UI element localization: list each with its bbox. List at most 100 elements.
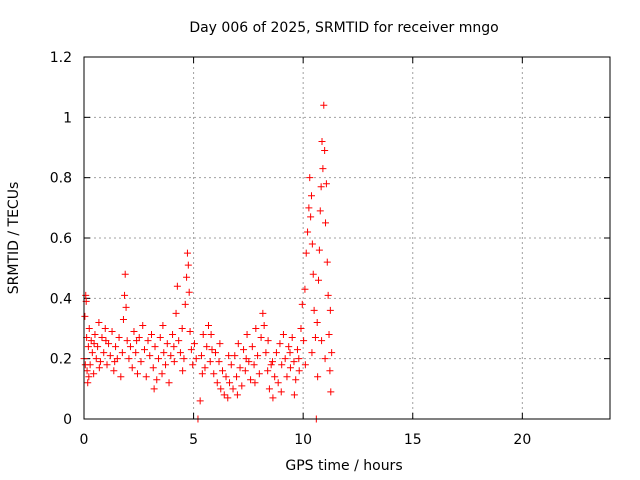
data-point (320, 101, 328, 109)
data-point (126, 343, 134, 351)
data-point (192, 355, 200, 363)
data-point (286, 364, 294, 372)
data-point (156, 334, 164, 342)
data-point (238, 382, 246, 390)
data-point (248, 343, 256, 351)
data-point (240, 346, 248, 354)
data-point (146, 352, 154, 360)
data-point (231, 352, 239, 360)
data-point (170, 343, 178, 351)
data-point (183, 273, 191, 281)
data-point (251, 379, 259, 387)
data-point (272, 349, 280, 357)
data-point (317, 183, 325, 191)
data-point (137, 358, 145, 366)
data-point (301, 361, 309, 369)
data-point (262, 349, 270, 357)
data-point (234, 340, 242, 348)
data-point (94, 343, 102, 351)
data-point (318, 137, 326, 145)
data-point (102, 337, 110, 345)
data-point (265, 385, 273, 393)
data-point (290, 358, 298, 366)
data-points (80, 101, 336, 423)
data-point (321, 355, 329, 363)
data-point (92, 355, 100, 363)
data-point (236, 364, 244, 372)
data-point (186, 328, 194, 336)
data-point (255, 370, 263, 378)
data-point (264, 337, 272, 345)
data-point (264, 367, 272, 375)
chart-title: Day 006 of 2025, SRMTID for receiver mng… (189, 20, 498, 36)
data-point (207, 331, 215, 339)
data-point (306, 174, 314, 182)
data-point (91, 331, 99, 339)
data-point (198, 370, 206, 378)
data-point (222, 373, 230, 381)
data-point (281, 355, 289, 363)
data-point (190, 340, 198, 348)
data-point (199, 331, 207, 339)
tick-labels: 0 0.2 0.4 0.6 0.8 1 1.2 0 5 10 15 20 (50, 50, 532, 448)
data-point (163, 340, 171, 348)
data-point (292, 376, 300, 384)
data-point (319, 165, 327, 173)
data-point (84, 343, 92, 351)
data-point (271, 373, 279, 381)
data-point (88, 349, 96, 357)
data-point (172, 309, 180, 317)
data-point (173, 282, 181, 290)
data-point (111, 358, 119, 366)
data-point (130, 328, 138, 336)
data-point (197, 352, 205, 360)
data-point (100, 349, 108, 357)
data-point (95, 318, 103, 326)
data-point (133, 370, 141, 378)
data-point (98, 334, 106, 342)
data-point (119, 315, 127, 323)
y-tick-label: 0.2 (50, 352, 72, 368)
data-point (301, 285, 309, 293)
data-point (153, 376, 161, 384)
data-point (250, 361, 258, 369)
data-point (189, 361, 197, 369)
data-point (169, 331, 177, 339)
data-point (325, 331, 333, 339)
data-point (155, 355, 163, 363)
data-point (307, 213, 315, 221)
data-point (170, 358, 178, 366)
data-point (233, 373, 241, 381)
data-point (219, 367, 227, 375)
data-point (241, 367, 249, 375)
data-point (309, 270, 317, 278)
data-point (187, 346, 195, 354)
data-point (96, 358, 104, 366)
data-point (326, 306, 334, 314)
y-tick-label: 0.6 (50, 231, 72, 247)
data-point (297, 325, 305, 332)
data-point (300, 337, 308, 345)
data-point (106, 352, 114, 360)
data-point (121, 291, 129, 299)
data-point (225, 352, 233, 360)
data-point (132, 349, 140, 357)
data-point (179, 367, 187, 375)
data-point (274, 379, 282, 387)
data-point (196, 397, 204, 405)
x-tick-label: 15 (404, 432, 422, 448)
data-point (217, 385, 225, 393)
data-point (112, 343, 120, 351)
data-point (233, 391, 241, 399)
data-point (326, 367, 334, 375)
data-point (101, 325, 109, 332)
data-point (185, 288, 193, 296)
data-point (82, 291, 90, 299)
data-point (242, 355, 250, 363)
y-tick-label: 0 (63, 412, 72, 428)
data-point (302, 249, 310, 257)
y-axis-label: SRMTID / TECUs (6, 182, 22, 295)
data-point (85, 325, 93, 332)
x-tick-label: 0 (80, 432, 89, 448)
